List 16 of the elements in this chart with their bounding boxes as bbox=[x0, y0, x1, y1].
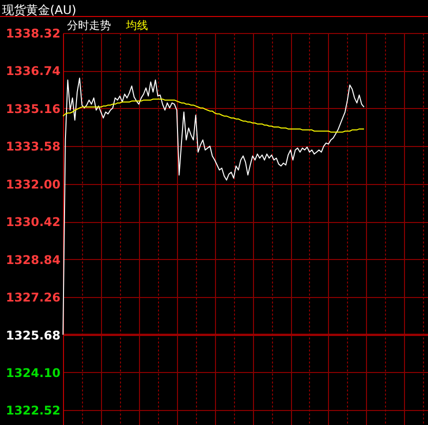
text: 均线 bbox=[125, 18, 148, 32]
line-series bbox=[62, 78, 365, 336]
y-tick-label: 1332.00 bbox=[6, 177, 60, 192]
y-tick-label: 1335.16 bbox=[6, 102, 60, 116]
y-tick-label: 1324.10 bbox=[6, 366, 60, 380]
y-tick-label: 1325.68 bbox=[6, 328, 60, 342]
text: 分时走势 bbox=[67, 18, 111, 32]
y-tick-label: 1322.52 bbox=[6, 404, 60, 418]
y-tick-label: 1328.84 bbox=[6, 252, 60, 267]
y-tick-label: 1336.74 bbox=[6, 64, 60, 78]
y-tick-label: 1333.58 bbox=[6, 140, 60, 154]
line-series bbox=[62, 98, 365, 133]
chart-title: 现货黄金(AU) bbox=[2, 3, 76, 17]
y-tick-label: 1338.32 bbox=[6, 26, 60, 40]
y-tick-label: 1327.26 bbox=[6, 290, 60, 305]
y-tick-label: 1330.42 bbox=[6, 215, 60, 230]
